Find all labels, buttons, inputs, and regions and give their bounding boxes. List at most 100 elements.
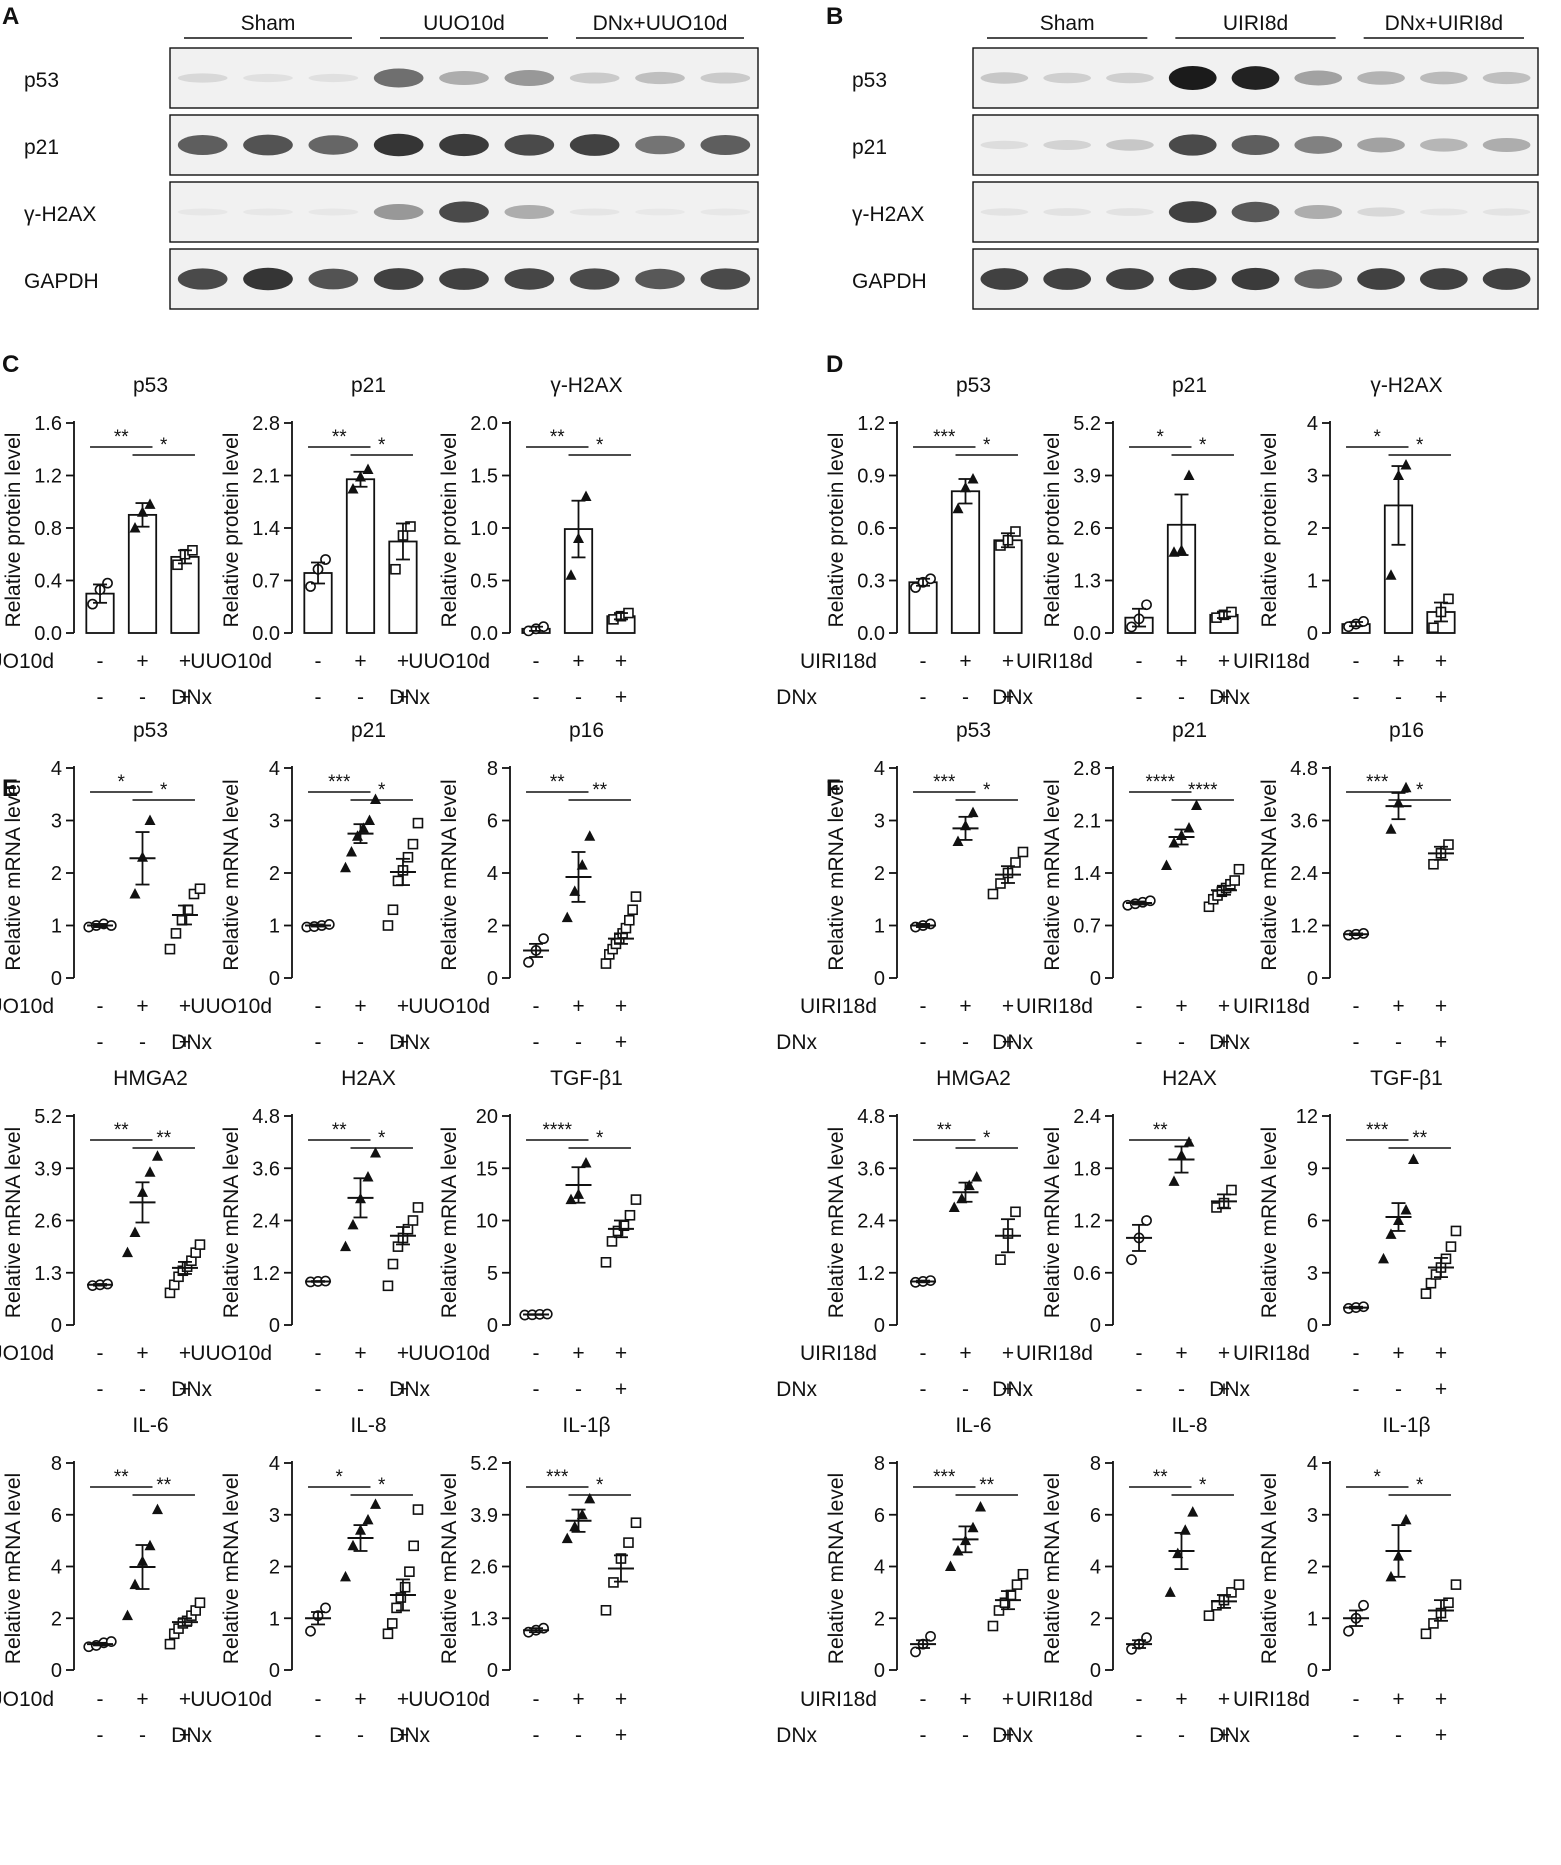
chart-title: γ-H2AX [1370, 374, 1442, 397]
data-point [999, 1597, 1011, 1609]
dnx-sign: + [397, 1724, 409, 1747]
data-point [1378, 1252, 1389, 1264]
treatment-sign: + [136, 1342, 148, 1365]
dnx-sign: - [315, 1031, 322, 1054]
treatment-sign: - [97, 1342, 104, 1365]
y-tick-label: 2.1 [1073, 811, 1101, 833]
blot-band [1294, 269, 1343, 289]
blot-band [1168, 201, 1217, 223]
treatment-sign: - [1353, 650, 1360, 673]
y-tick-label: 0 [874, 968, 885, 990]
data-point [152, 1503, 163, 1515]
significance-label: *** [933, 772, 956, 793]
significance-label: * [378, 1475, 386, 1496]
dnx-sign: + [1002, 1378, 1014, 1401]
treatment-sign: + [354, 650, 366, 673]
dnx-sign: - [962, 1378, 969, 1401]
data-point [624, 914, 635, 926]
data-point [1126, 1254, 1137, 1266]
significance-label: ** [114, 1467, 129, 1488]
blot-band [1419, 138, 1468, 152]
chart-title: IL-8 [1171, 1414, 1207, 1437]
data-point [129, 522, 141, 533]
data-point [1226, 1587, 1237, 1598]
blot-band [700, 208, 751, 216]
y-tick-label: 6 [51, 1505, 62, 1527]
y-tick-label: 1.8 [1073, 1158, 1101, 1180]
blot-band [569, 134, 620, 156]
significance-label: **** [542, 1120, 572, 1141]
data-point [102, 577, 113, 589]
y-tick-label: 5.2 [470, 1453, 498, 1475]
y-tick-label: 0 [269, 1660, 280, 1682]
dnx-sign: - [962, 1724, 969, 1747]
dnx-sign: - [1178, 1031, 1185, 1054]
dnx-sign: - [1136, 1378, 1143, 1401]
blot-band [1231, 267, 1280, 291]
blot-band [700, 72, 751, 84]
chart-title: TGF-β1 [1370, 1067, 1443, 1090]
dnx-label: DNx [389, 1031, 430, 1054]
blot-band [439, 133, 489, 157]
significance-label: *** [546, 1467, 569, 1488]
significance-label: * [596, 435, 604, 456]
treatment-label: UIRI18d [800, 1342, 877, 1365]
treatment-sign: - [97, 650, 104, 673]
blot-band [1043, 140, 1092, 150]
data-point [340, 1240, 351, 1252]
blot-band [1419, 268, 1468, 290]
chart-title: IL-6 [132, 1414, 168, 1437]
y-tick-label: 4 [487, 863, 498, 885]
data-point [1385, 1228, 1397, 1239]
treatment-sign: - [1136, 1688, 1143, 1711]
data-point [392, 875, 404, 887]
y-tick-label: 4 [1090, 1557, 1101, 1579]
data-point [1445, 1241, 1457, 1252]
dnx-sign: - [1353, 686, 1360, 709]
y-tick-label: 2.4 [857, 1211, 885, 1233]
data-point [399, 1581, 411, 1593]
y-tick-label: 0 [487, 1660, 498, 1682]
blot-band [1106, 139, 1154, 151]
significance-label: ** [114, 427, 129, 448]
data-point [1183, 469, 1195, 480]
y-axis-label: Relative mRNA level [438, 1473, 461, 1664]
y-tick-label: 1.0 [470, 518, 498, 540]
dnx-sign: - [357, 1031, 364, 1054]
blot-row-label: p21 [24, 136, 59, 159]
dnx-label: DNx [992, 1031, 1033, 1054]
dnx-sign: + [1218, 1724, 1230, 1747]
y-tick-label: 2 [51, 863, 62, 885]
treatment-label: UIRI18d [1016, 1342, 1093, 1365]
data-point [580, 490, 592, 501]
significance-label: * [378, 435, 386, 456]
blot-band [1482, 71, 1531, 85]
dnx-sign: - [533, 1031, 540, 1054]
significance-label: * [1157, 427, 1165, 448]
treatment-label: UIRI18d [1016, 650, 1093, 673]
y-tick-label: 5 [487, 1263, 498, 1285]
dnx-label: DNx [171, 686, 212, 709]
blot-band [177, 208, 228, 216]
blot-band [1357, 71, 1405, 85]
data-point [346, 846, 357, 857]
data-point [1443, 1597, 1454, 1609]
y-tick-label: 6 [874, 1505, 885, 1527]
treatment-label: UUO10d [190, 995, 272, 1018]
data-point [340, 1570, 351, 1582]
chart-d: γ-H2AX 0 1 2 3 4 Relative protein level * * UIRI1… [1209, 374, 1456, 709]
treatment-sign: + [397, 1688, 409, 1711]
chart-title: IL-6 [955, 1414, 991, 1437]
data-point [144, 1539, 156, 1551]
significance-label: * [1416, 1475, 1424, 1496]
data-point [172, 559, 183, 571]
significance-label: ** [156, 1475, 171, 1496]
data-point [170, 928, 182, 939]
treatment-sign: + [1175, 1342, 1187, 1365]
blot-group-label: DNx+UIRI8d [1385, 12, 1503, 35]
y-axis-label: Relative mRNA level [825, 779, 848, 970]
dnx-label: DNx [992, 1378, 1033, 1401]
treatment-sign: - [533, 995, 540, 1018]
